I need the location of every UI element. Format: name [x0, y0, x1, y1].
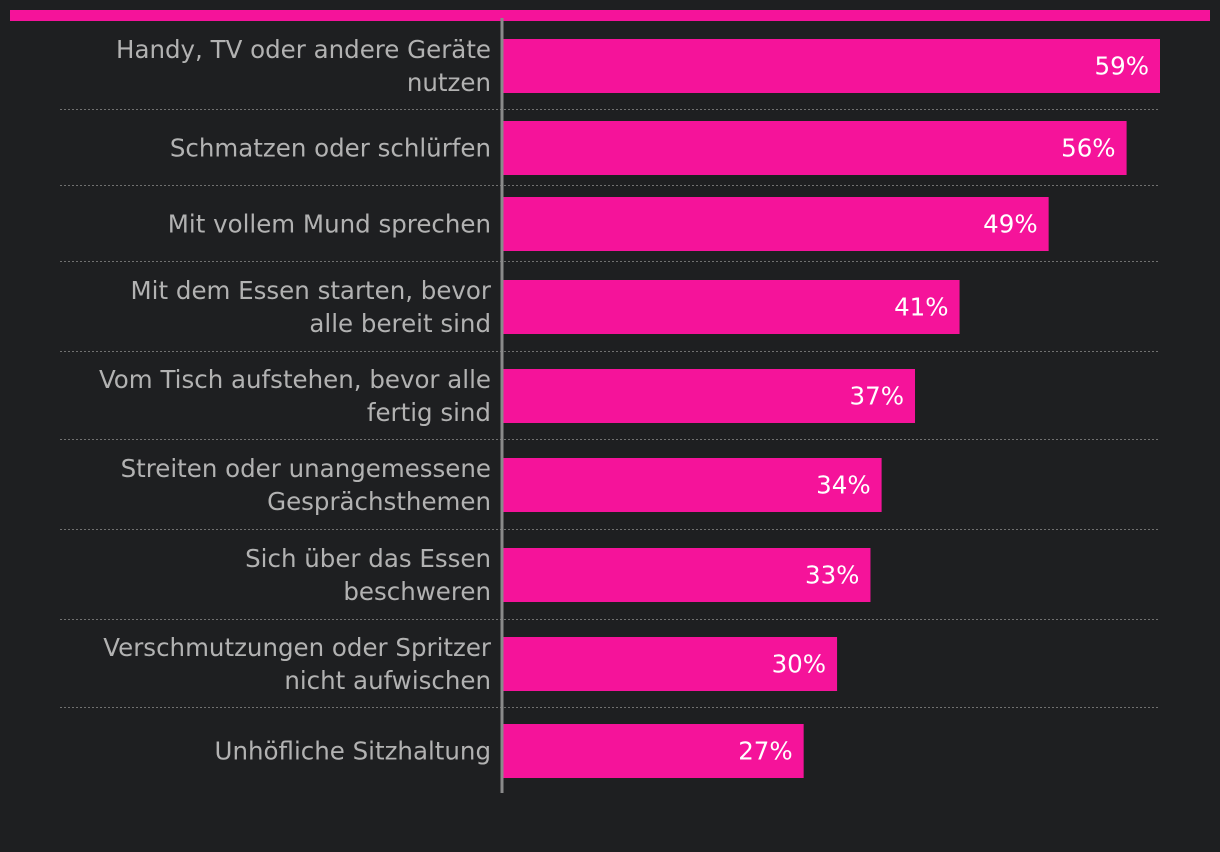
bar-9	[503, 724, 804, 778]
bar-7	[503, 548, 871, 602]
category-label-line: Streiten oder unangemessene	[121, 454, 491, 483]
category-label-9: Unhöfliche Sitzhaltung	[215, 737, 491, 766]
value-label-4: 41%	[894, 293, 948, 322]
category-label-line: Vom Tisch aufstehen, bevor alle	[99, 365, 491, 394]
category-label-line: Sich über das Essen	[245, 544, 491, 573]
category-label-1: Handy, TV oder andere Geräte nutzen	[116, 35, 491, 97]
category-label-line: Handy, TV oder andere Geräte	[116, 35, 491, 64]
value-label-9: 27%	[738, 737, 792, 766]
category-label-line: fertig sind	[367, 398, 491, 427]
bar-5	[503, 369, 916, 423]
category-label-line: Mit dem Essen starten, bevor	[131, 276, 492, 305]
category-label-7: Sich über das Essen beschweren	[245, 544, 491, 606]
value-label-5: 37%	[850, 382, 904, 411]
category-label-line: Schmatzen oder schlürfen	[170, 134, 491, 163]
category-label-3: Mit vollem Mund sprechen	[168, 210, 491, 239]
top-accent-bar	[10, 10, 1210, 21]
value-label-6: 34%	[816, 471, 870, 500]
category-label-line: Unhöfliche Sitzhaltung	[215, 737, 491, 766]
value-label-8: 30%	[772, 650, 826, 679]
value-label-3: 49%	[983, 210, 1037, 239]
value-label-7: 33%	[805, 561, 859, 590]
category-label-4: Mit dem Essen starten, bevor alle bereit …	[131, 276, 492, 338]
bar-6	[503, 458, 882, 512]
bar-3	[503, 197, 1049, 251]
category-label-8: Verschmutzungen oder Spritzer nicht aufwi…	[103, 633, 492, 695]
value-label-1: 59%	[1095, 52, 1149, 81]
value-label-2: 56%	[1061, 134, 1115, 163]
bar-1	[503, 39, 1160, 93]
category-label-line: Verschmutzungen oder Spritzer	[103, 633, 492, 662]
category-label-line: Mit vollem Mund sprechen	[168, 210, 491, 239]
category-label-line: alle bereit sind	[309, 309, 491, 338]
category-label-line: nicht aufwischen	[284, 666, 491, 695]
category-label-5: Vom Tisch aufstehen, bevor alle fertig si…	[99, 365, 491, 427]
bar-2	[503, 121, 1127, 175]
bar-4	[503, 280, 960, 334]
category-label-line: beschweren	[343, 577, 491, 606]
category-label-line: Gesprächsthemen	[267, 487, 491, 516]
category-label-line: nutzen	[407, 68, 491, 97]
bar-8	[503, 637, 838, 691]
category-label-2: Schmatzen oder schlürfen	[170, 134, 491, 163]
category-label-6: Streiten oder unangemessene Gesprächsthem…	[121, 454, 491, 516]
